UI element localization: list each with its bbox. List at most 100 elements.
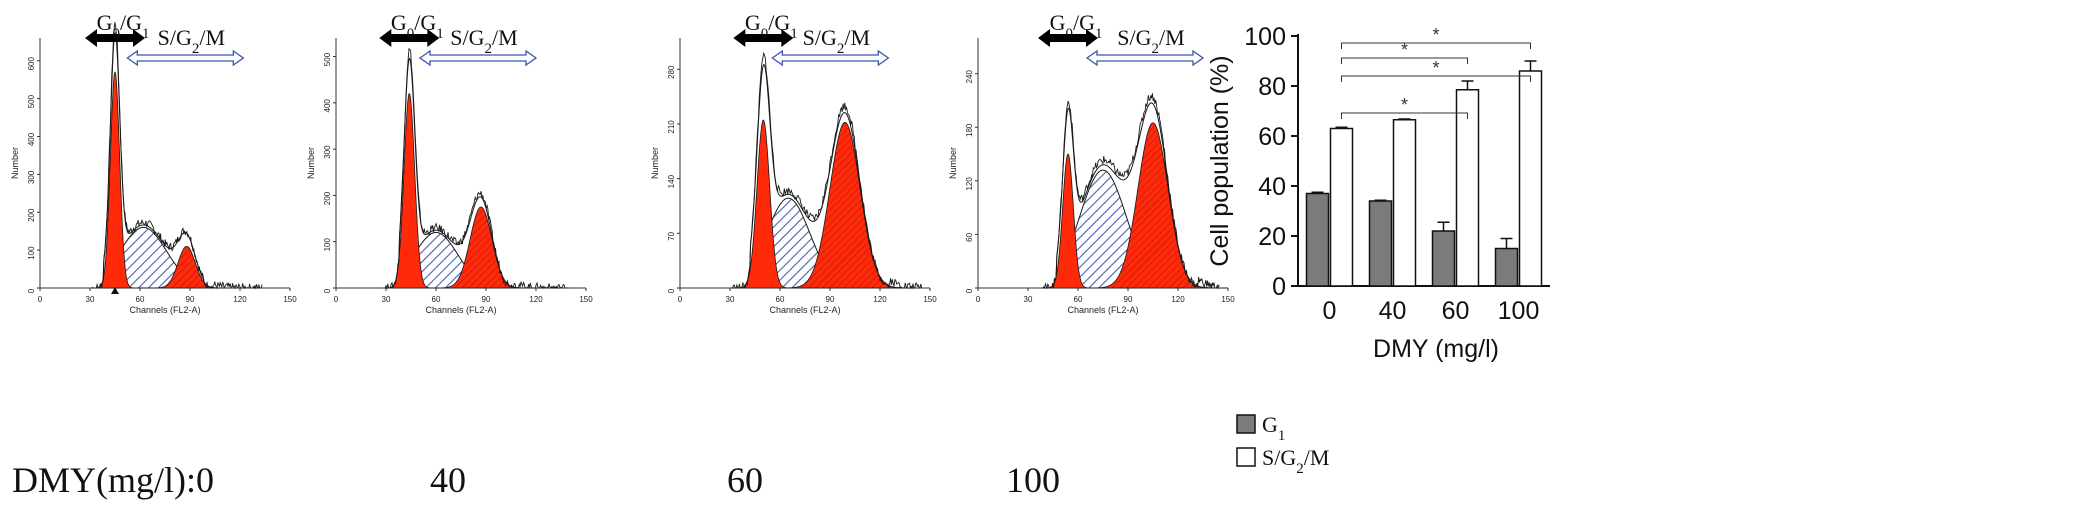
significance-bracket	[1341, 42, 1531, 49]
y-tick-label: 70	[667, 231, 676, 240]
bar-x-tick-label: 60	[1442, 297, 1470, 325]
x-tick-label: 150	[1221, 295, 1235, 304]
bar-x-tick-label: 0	[1323, 297, 1337, 325]
x-tick-label: 60	[432, 295, 441, 304]
bar-chart: 0 20 40 60 80 100 Cell population (%) 0 40 60 100 D…	[1206, 23, 1550, 477]
g0g1-range-arrow-icon	[1038, 29, 1098, 47]
y-tick-label: 280	[667, 65, 676, 79]
y-axis-label: Number	[948, 147, 958, 179]
legend-label: S/G2/M	[1262, 445, 1329, 477]
x-tick-label: 60	[1074, 295, 1083, 304]
marker-triangle-icon	[111, 287, 119, 294]
sg2m-label: S/G2/M	[803, 25, 870, 57]
legend-label: G1	[1262, 412, 1285, 444]
bar-g1	[1368, 200, 1393, 287]
sg2m-label: S/G2/M	[158, 25, 225, 57]
significance-star: *	[1432, 25, 1439, 45]
dose-label: 0	[196, 460, 214, 500]
significance-star: *	[1432, 58, 1439, 78]
g0g1-label: G0/G1	[1050, 10, 1103, 42]
significance-star: *	[1401, 40, 1408, 60]
y-tick-label: 180	[965, 123, 974, 137]
dose-label: 100	[1006, 460, 1060, 500]
y-axis-label: Number	[650, 147, 660, 179]
y-tick-label: 120	[965, 177, 974, 191]
bar-x-axis-label: DMY (mg/l)	[1373, 335, 1499, 363]
x-tick-label: 150	[923, 295, 937, 304]
y-tick-label: 100	[27, 246, 36, 260]
x-axis-label: Channels (FL2-A)	[1067, 305, 1138, 315]
y-tick-label: 0	[965, 288, 974, 293]
x-tick-label: 90	[186, 295, 195, 304]
x-tick-label: 0	[38, 295, 43, 304]
bar-y-tick-label: 0	[1272, 273, 1286, 301]
y-axis-label: Number	[306, 147, 316, 179]
g0g1-label: G0/G1	[391, 10, 444, 42]
bar-sg2m	[1392, 119, 1417, 287]
bar-g1	[1494, 247, 1519, 287]
significance-bracket	[1341, 112, 1468, 119]
dose-label: 40	[430, 460, 466, 500]
sg2m-range-arrow-icon	[1085, 49, 1205, 67]
legend-swatch	[1236, 447, 1256, 467]
y-tick-label: 60	[965, 232, 974, 241]
x-tick-label: 30	[726, 295, 735, 304]
g0g1-label: G0/G1	[745, 10, 798, 42]
sg2m-range-arrow-icon	[418, 49, 538, 67]
y-tick-label: 300	[323, 145, 332, 159]
x-tick-label: 150	[283, 295, 297, 304]
y-tick-label: 200	[323, 191, 332, 205]
histogram-panel: 0 100 200 300 400 500 600 Number 0 30 60 90 120 150 Ch…	[10, 10, 297, 315]
bar-y-tick-label: 40	[1258, 173, 1286, 201]
y-axis-label: Number	[10, 147, 20, 179]
sg2m-label: S/G2/M	[1117, 25, 1184, 57]
x-tick-label: 30	[86, 295, 95, 304]
g0g1-range-arrow-icon	[733, 29, 794, 47]
y-tick-label: 500	[323, 52, 332, 66]
g0g1-range-arrow-icon	[379, 29, 440, 47]
x-tick-label: 120	[873, 295, 887, 304]
x-tick-label: 90	[482, 295, 491, 304]
bar-x-tick-label: 40	[1379, 297, 1407, 325]
raw-histogram-line	[382, 48, 570, 290]
dose-row-label: DMY(mg/l):	[12, 460, 196, 500]
x-tick-label: 120	[233, 295, 247, 304]
histogram-panel: 0 70 140 210 280 Number 0 30 60 90 120 150 Channels …	[650, 10, 937, 315]
x-tick-label: 150	[579, 295, 593, 304]
legend-swatch	[1236, 414, 1256, 434]
raw-histogram-line	[731, 52, 923, 290]
bar-sg2m	[1329, 127, 1354, 287]
x-tick-label: 60	[776, 295, 785, 304]
bar-y-tick-label: 60	[1258, 123, 1286, 151]
y-tick-label: 0	[667, 288, 676, 293]
y-tick-label: 240	[965, 69, 974, 83]
x-tick-label: 90	[826, 295, 835, 304]
significance-bracket	[1341, 57, 1468, 64]
bar-x-tick-label: 100	[1498, 297, 1540, 325]
y-tick-label: 400	[323, 99, 332, 113]
x-tick-label: 0	[976, 295, 981, 304]
x-tick-label: 30	[1024, 295, 1033, 304]
bar-g1	[1431, 230, 1456, 287]
sg2m-range-arrow-icon	[126, 49, 245, 67]
x-tick-label: 120	[529, 295, 543, 304]
sg2m-range-arrow-icon	[771, 49, 890, 67]
significance-star: *	[1401, 95, 1408, 115]
bar-g1	[1305, 192, 1330, 287]
y-tick-label: 0	[323, 288, 332, 293]
y-tick-label: 100	[323, 237, 332, 251]
x-axis-label: Channels (FL2-A)	[769, 305, 840, 315]
y-tick-label: 500	[27, 94, 36, 108]
dose-label: 60	[727, 460, 763, 500]
x-tick-label: 90	[1124, 295, 1133, 304]
x-axis-label: Channels (FL2-A)	[129, 305, 200, 315]
x-tick-label: 120	[1171, 295, 1185, 304]
x-axis-label: Channels (FL2-A)	[425, 305, 496, 315]
raw-histogram-line	[91, 22, 263, 290]
g0g1-range-arrow-icon	[85, 29, 145, 47]
bar-sg2m	[1518, 70, 1543, 287]
g0g1-label: G0/G1	[97, 10, 150, 42]
bar-y-tick-label: 100	[1244, 23, 1286, 51]
